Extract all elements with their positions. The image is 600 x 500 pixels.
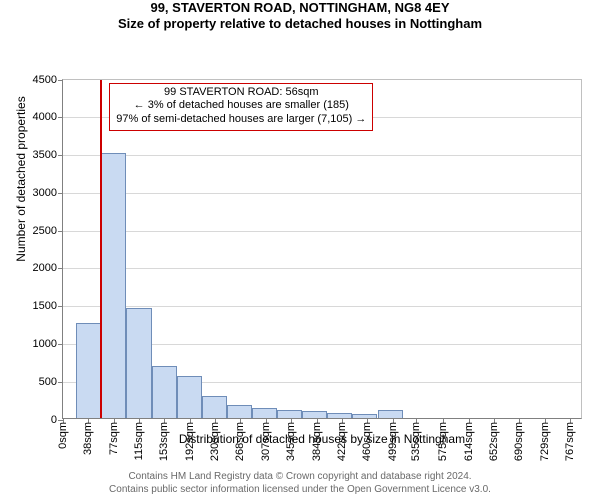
y-tick-label: 3000 [33,187,63,199]
histogram-bar [277,410,302,418]
y-tick-label: 3500 [33,149,63,161]
gridline [63,268,581,269]
histogram-bar [177,376,202,418]
plot-area: 0500100015002000250030003500400045000sqm… [62,79,582,419]
histogram-bar [76,323,101,417]
histogram-bar [327,413,352,418]
marker-line [100,80,102,418]
y-axis-label: Number of detached properties [14,9,28,349]
histogram-bar [101,153,126,417]
histogram-bar [227,405,252,417]
chart-area: 0500100015002000250030003500400045000sqm… [0,37,600,475]
gridline [63,193,581,194]
gridline [63,231,581,232]
y-tick-label: 2000 [33,262,63,274]
y-tick-label: 1500 [33,300,63,312]
footer-line-2: Contains public sector information licen… [0,484,600,497]
histogram-bar [378,410,403,418]
chart-container: 99, STAVERTON ROAD, NOTTINGHAM, NG8 4EY … [0,0,600,500]
annotation-line: 99 STAVERTON ROAD: 56sqm [116,86,366,100]
y-tick-label: 1000 [33,338,63,350]
histogram-bar [126,308,151,418]
page-subtitle: Size of property relative to detached ho… [0,16,600,32]
annotation-box: 99 STAVERTON ROAD: 56sqm← 3% of detached… [109,83,373,131]
histogram-bar [252,408,277,417]
histogram-bar [152,366,177,417]
y-tick-label: 4500 [33,74,63,86]
annotation-line: ← 3% of detached houses are smaller (185… [116,99,366,113]
annotation-line: 97% of semi-detached houses are larger (… [116,113,366,127]
page-title: 99, STAVERTON ROAD, NOTTINGHAM, NG8 4EY [0,0,600,16]
y-tick-label: 2500 [33,225,63,237]
histogram-bar [302,411,327,417]
y-tick-label: 500 [39,376,63,388]
footer-line-1: Contains HM Land Registry data © Crown c… [0,471,600,484]
gridline [63,155,581,156]
histogram-bar [352,414,377,418]
footer-attribution: Contains HM Land Registry data © Crown c… [0,471,600,496]
x-axis-label: Distribution of detached houses by size … [62,432,582,446]
y-tick-label: 4000 [33,111,63,123]
histogram-bar [202,396,227,417]
